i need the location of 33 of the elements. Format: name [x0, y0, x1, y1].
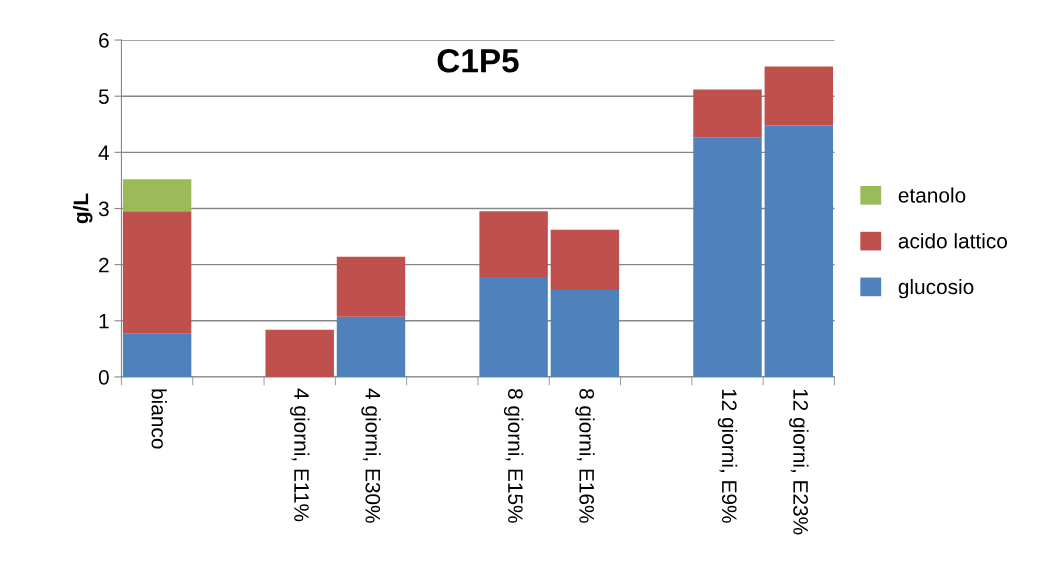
chart-title: C1P5	[437, 48, 519, 73]
x-tick-label: bianco	[151, 389, 167, 449]
bar	[550, 289, 620, 377]
bar	[764, 66, 834, 126]
bar	[764, 125, 834, 377]
y-tick-label: 4	[98, 145, 110, 160]
y-axis-title: g/L	[72, 193, 93, 224]
x-tick-label: 4 giorni, E30%	[361, 388, 381, 523]
bar	[265, 329, 334, 377]
bar	[479, 211, 548, 277]
y-tick-label: 5	[98, 89, 109, 104]
bar	[122, 333, 192, 377]
y-tick-label: 1	[99, 314, 109, 329]
x-tick-label: 4 giorni, E11%	[289, 388, 310, 522]
legend-label: acido lattico	[898, 233, 1007, 249]
bar	[336, 316, 406, 377]
x-tick-label: 12 giorni, E9%	[717, 389, 738, 523]
bar	[122, 179, 192, 212]
bar	[479, 277, 548, 377]
x-tick-label: 8 giorni, E16%	[575, 388, 595, 523]
bar	[693, 137, 762, 377]
bar	[122, 211, 192, 334]
x-tick-label: 12 giorni, E23%	[789, 389, 809, 535]
legend-label: glucosio	[898, 278, 974, 299]
x-tick-label: 8 giorni, E15%	[503, 388, 524, 523]
y-tick-label: 3	[98, 201, 109, 217]
y-tick-label: 6	[99, 33, 109, 48]
bar	[550, 229, 620, 290]
legend-label: etanolo	[898, 187, 966, 203]
bar	[336, 256, 406, 317]
bar	[693, 89, 762, 138]
y-tick-label: 2	[99, 257, 109, 273]
y-tick-label: 0	[98, 369, 109, 385]
